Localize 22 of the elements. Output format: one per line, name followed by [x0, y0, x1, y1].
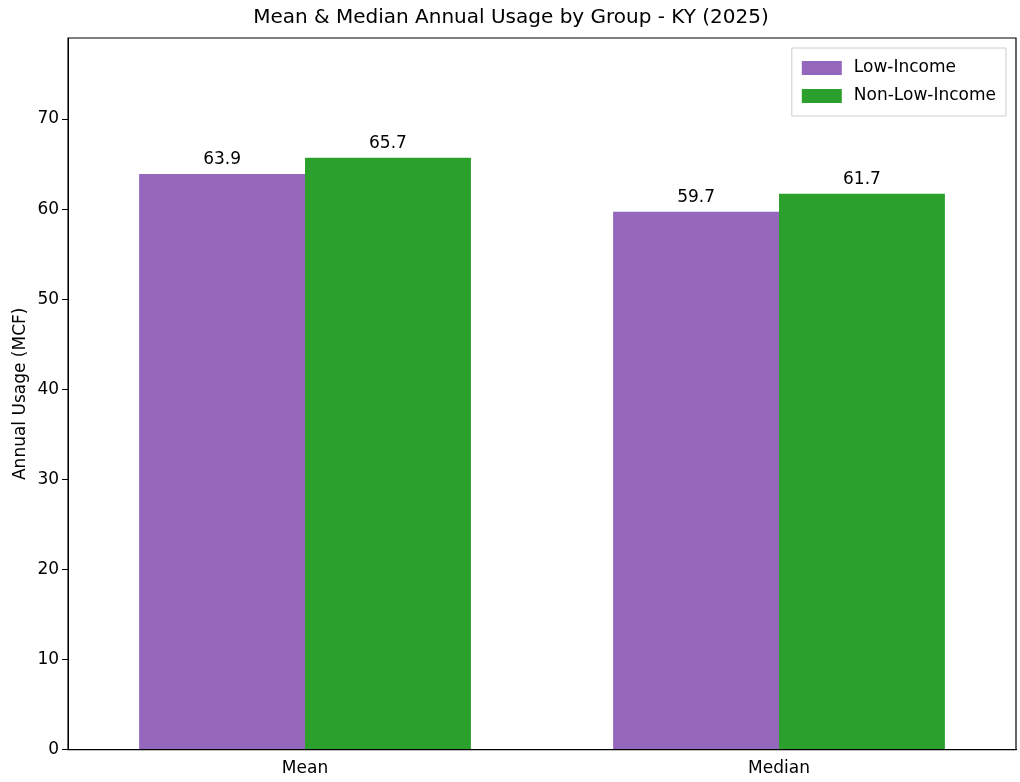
data-label: 63.9: [203, 147, 242, 168]
bar: [779, 193, 945, 750]
legend-label: Non-Low-Income: [853, 84, 997, 105]
x-tick-label: Median: [748, 757, 810, 778]
bar: [139, 174, 306, 750]
data-label: 59.7: [677, 185, 715, 206]
data-label: 61.7: [843, 167, 881, 188]
y-tick-label: 50: [37, 287, 60, 308]
y-tick-label: 10: [37, 647, 60, 668]
y-axis-title: Annual Usage (MCF): [8, 307, 29, 481]
bar: [613, 211, 780, 750]
y-tick-label: 20: [37, 557, 60, 578]
x-tick-label: Mean: [281, 757, 329, 778]
y-tick-label: 40: [37, 377, 60, 398]
data-label: 65.7: [369, 131, 407, 152]
chart-title: Mean & Median Annual Usage by Group - KY (2025): [253, 4, 769, 29]
y-tick-label: 30: [37, 467, 60, 488]
y-tick-label: 70: [37, 107, 60, 128]
y-tick-label: 60: [37, 197, 60, 218]
bar: [305, 157, 471, 750]
legend-label: Low-Income: [853, 56, 956, 77]
y-tick-label: 0: [48, 738, 60, 759]
